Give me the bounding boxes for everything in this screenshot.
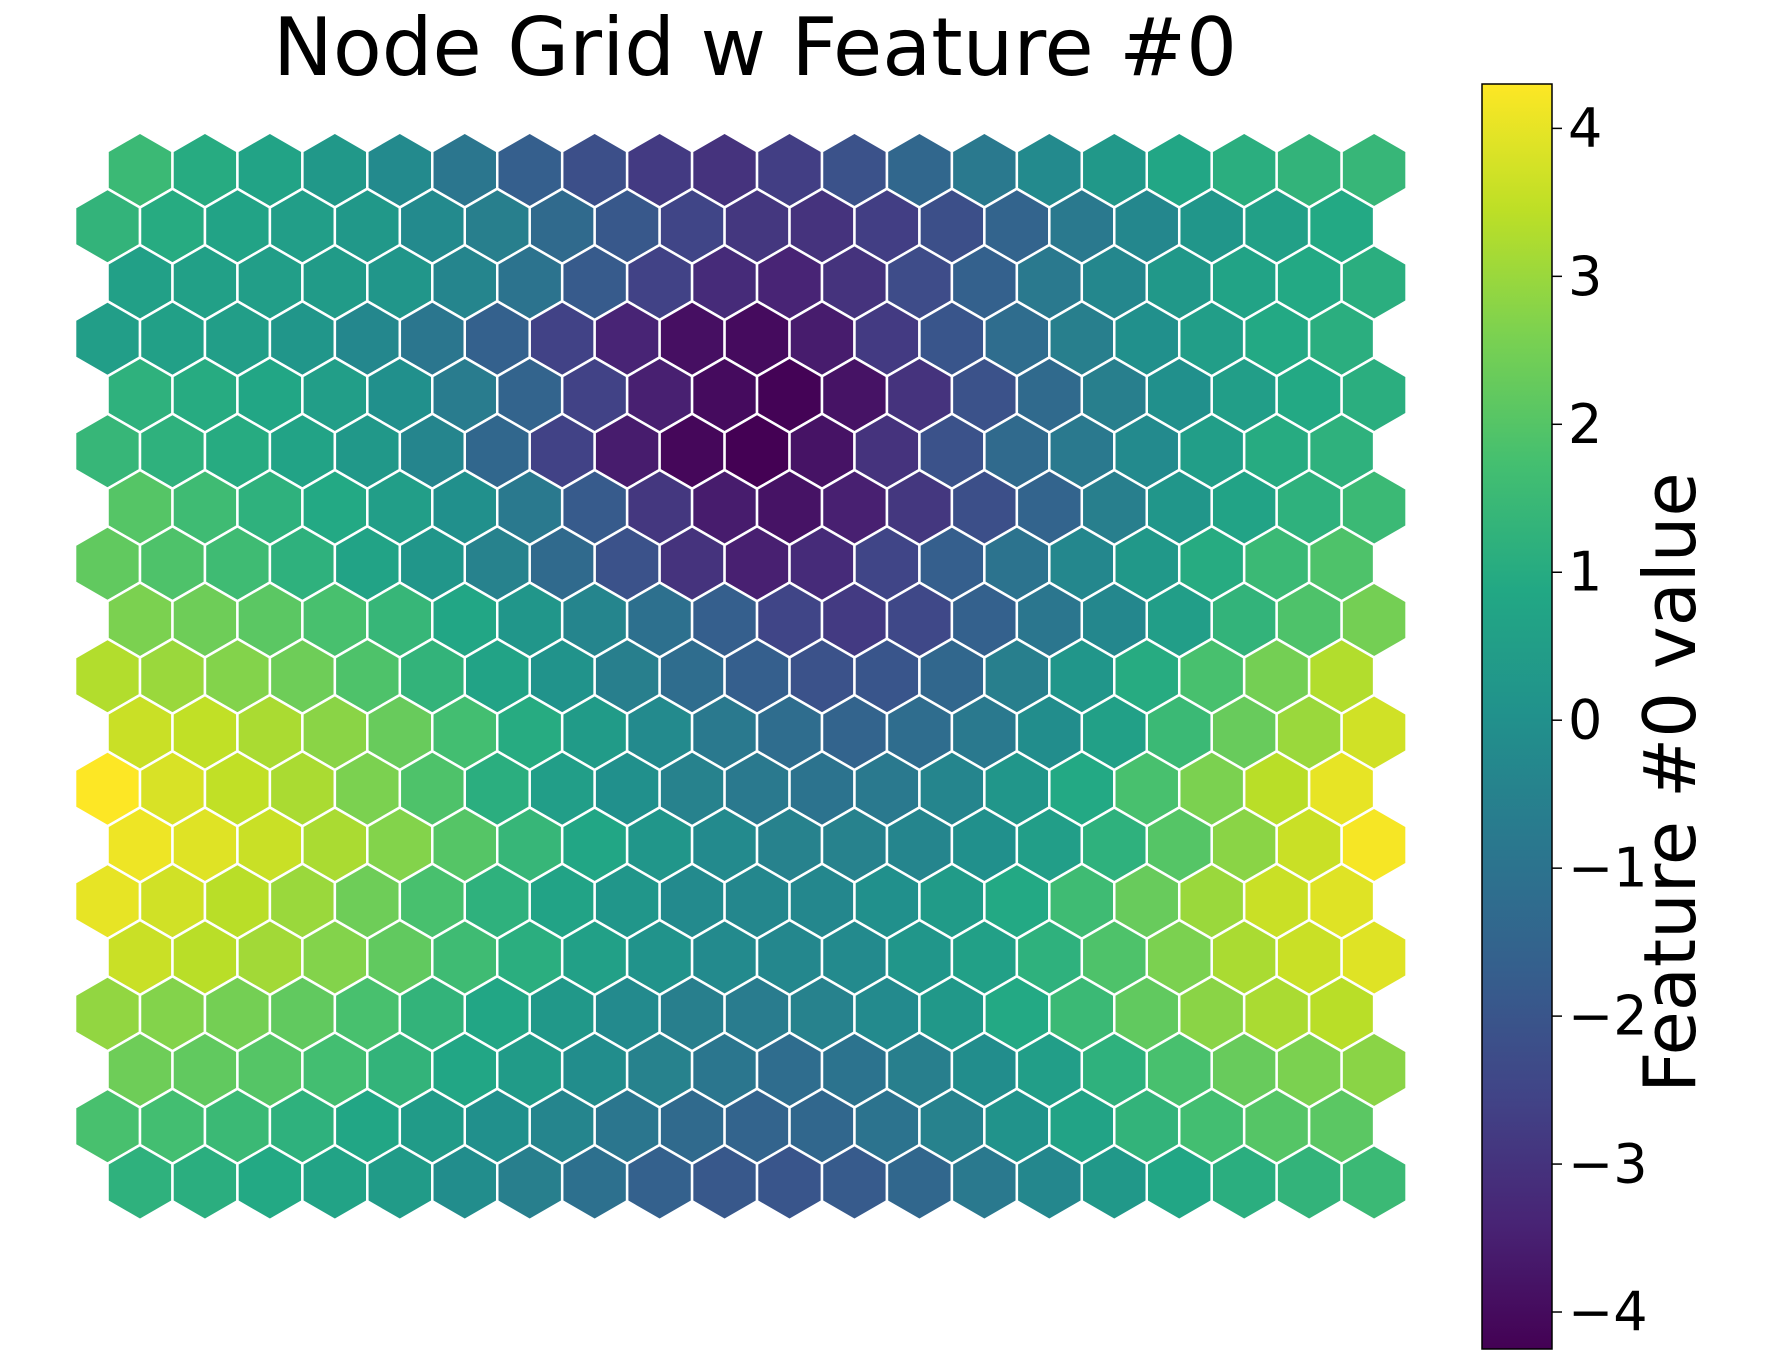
- colorbar-tick-label: 0: [1568, 689, 1602, 752]
- colorbar-tick-label: −2: [1568, 985, 1648, 1048]
- colorbar-tick-label: 4: [1568, 97, 1602, 160]
- hex-node: [1340, 1143, 1408, 1222]
- colorbar-tick-label: −1: [1568, 837, 1648, 900]
- colorbar-tick-label: −3: [1568, 1133, 1648, 1196]
- colorbar-tick-label: 1: [1568, 541, 1602, 604]
- colorbar-label: Feature #0 value: [1628, 472, 1712, 1093]
- colorbar-tick-label: −4: [1568, 1281, 1648, 1344]
- colorbar-tick-label: 2: [1568, 393, 1602, 456]
- colorbar-gradient: [1481, 83, 1553, 1350]
- colorbar-tick-label: 3: [1568, 245, 1602, 308]
- chart-title: Node Grid w Feature #0: [272, 1, 1238, 94]
